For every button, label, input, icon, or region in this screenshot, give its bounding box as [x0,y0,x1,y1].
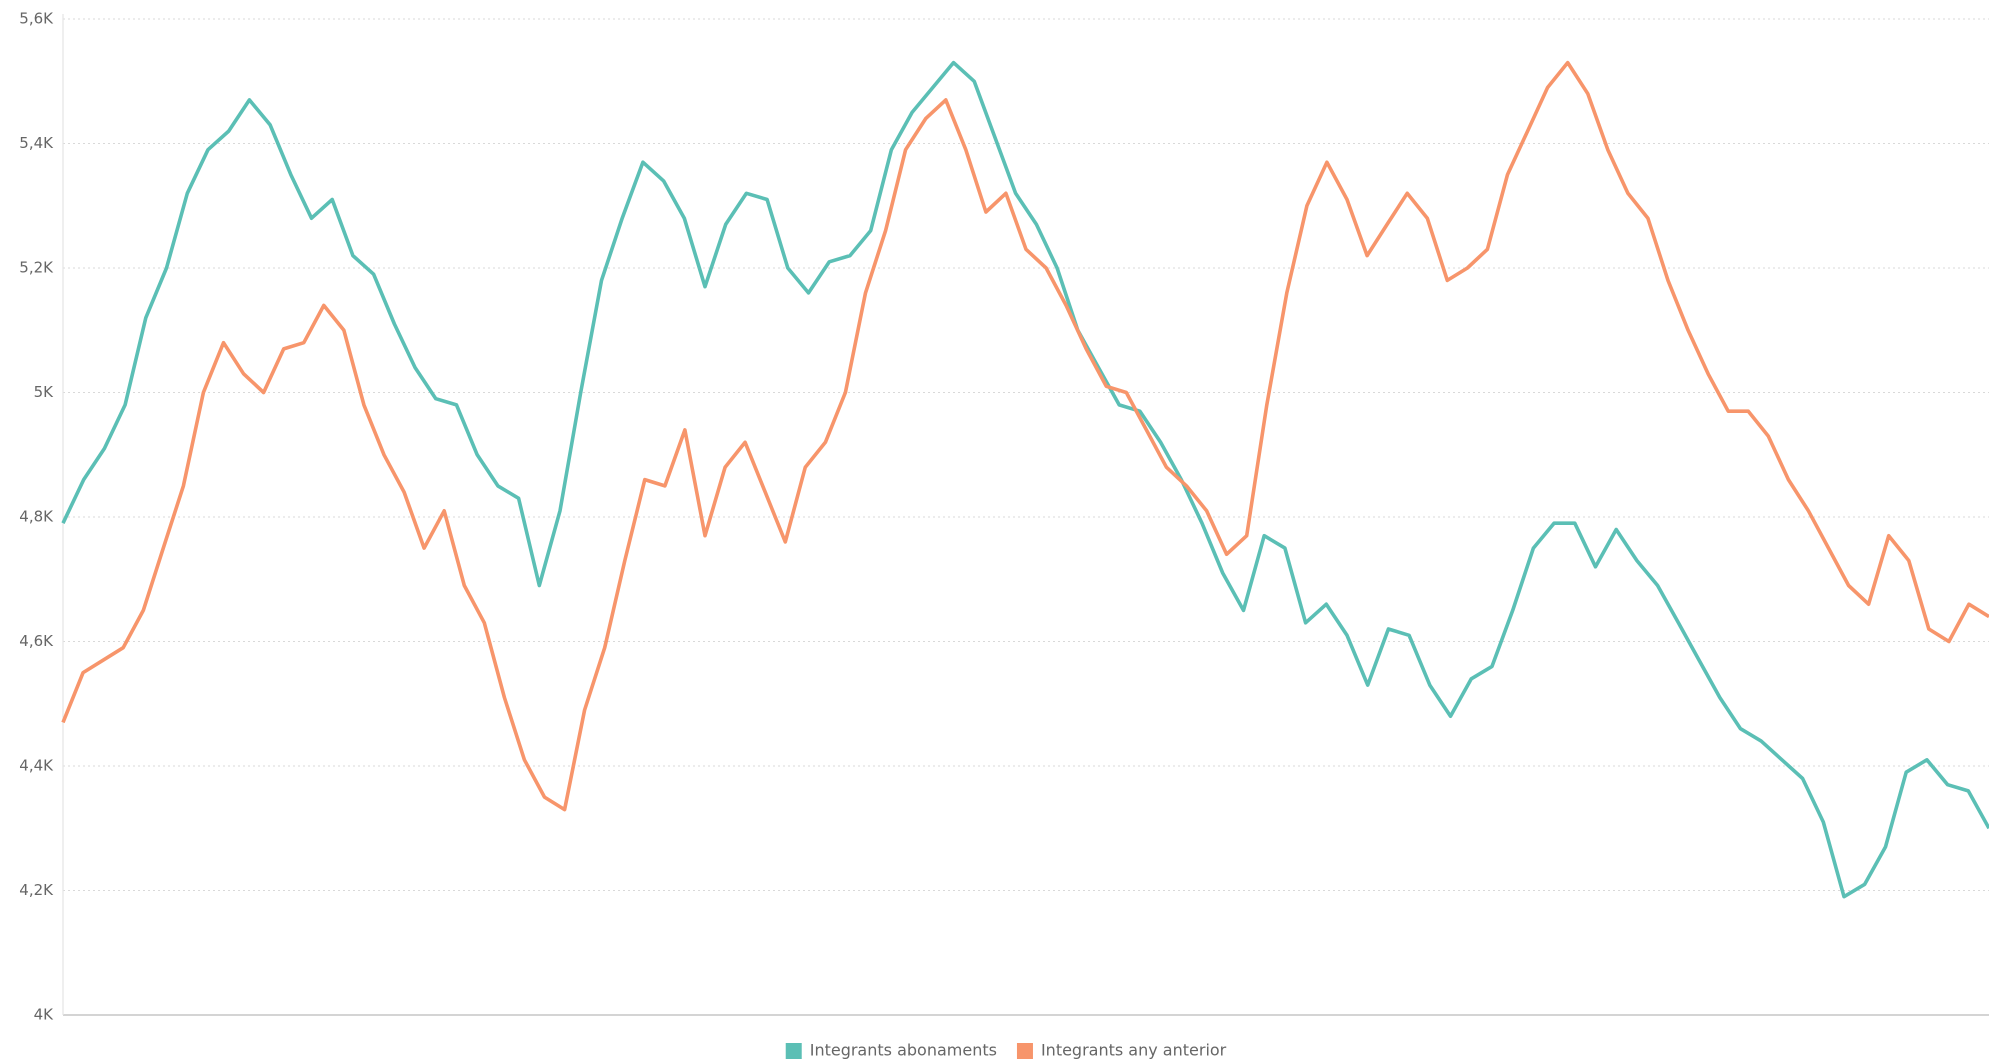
y-tick-label: 5,2K [19,259,54,277]
y-tick-label: 5K [34,383,55,401]
legend-swatch [1016,1043,1033,1059]
legend-label: Integrants abonaments [810,1041,997,1060]
line [61,60,1989,812]
y-tick-label: 4,4K [19,757,54,775]
y-tick-label: 5,6K [19,10,54,28]
y-tick-label: 5,4K [19,134,54,152]
y-tick-label: 4,8K [19,508,54,526]
y-tick-label: 4,2K [19,881,54,899]
y-tick-label: 4K [34,1006,55,1024]
y-tick-label: 4,6K [19,632,54,650]
line [61,60,1989,899]
legend-swatch [785,1043,802,1059]
legend-label: Integrants any anterior [1041,1041,1227,1060]
